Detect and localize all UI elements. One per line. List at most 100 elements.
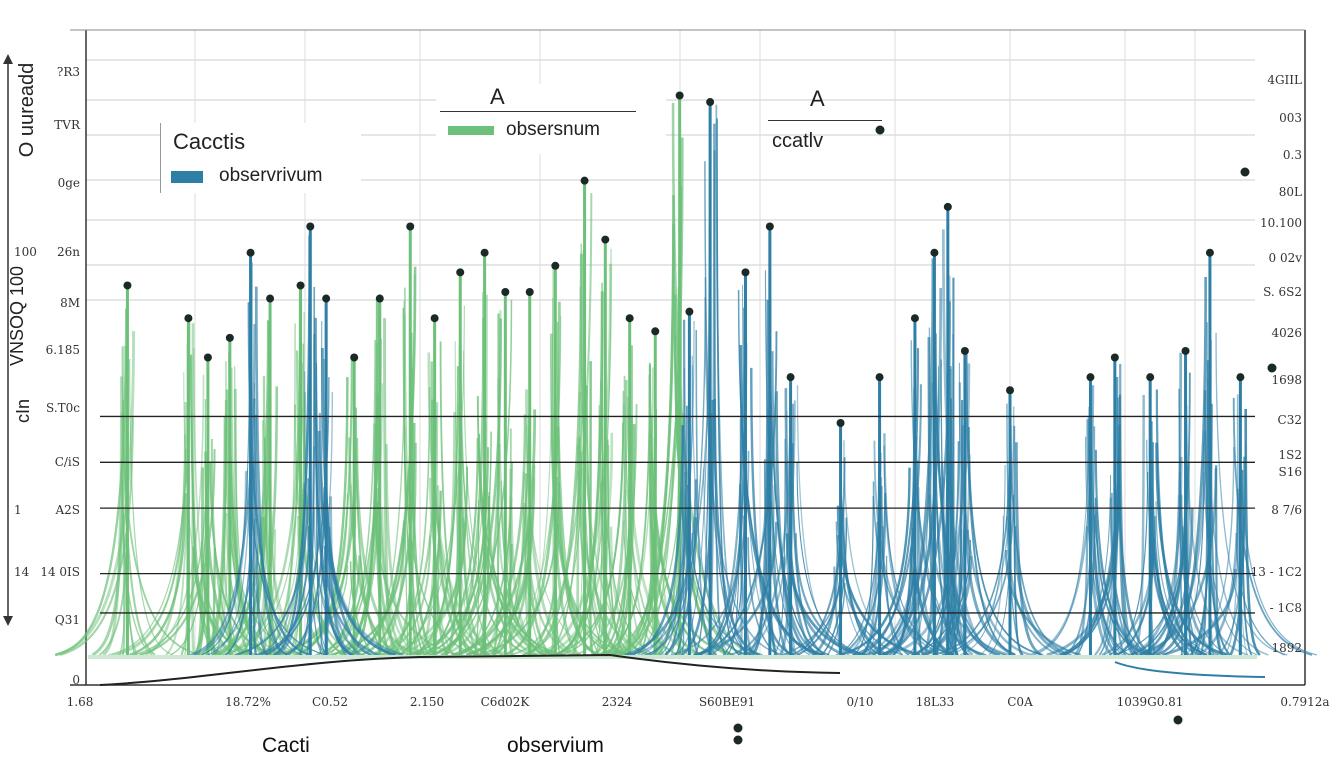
peak-marker (203, 353, 212, 362)
peak-marker (480, 248, 489, 257)
legend-center: A obsersnum (436, 84, 666, 154)
spike-stroke (201, 364, 250, 656)
spike-stroke (1218, 441, 1247, 656)
spike-stroke (704, 410, 771, 657)
x-tick-label: S60BE91 (699, 695, 755, 709)
peak-marker (786, 373, 795, 382)
legend-right-entry: ccatlv (772, 130, 824, 152)
spike-stroke (273, 235, 311, 657)
y-tick-label-left: 0ge (58, 176, 80, 190)
spike-1 (1046, 353, 1154, 657)
peak-marker (651, 327, 660, 336)
stray-marker (733, 723, 743, 733)
spike-stroke (673, 294, 734, 657)
peak-marker (501, 288, 510, 296)
y-tick-label-right: S. 6S2 (1263, 285, 1302, 299)
x-tick-label: 0.7912a (1280, 695, 1329, 709)
spike-stroke (674, 226, 710, 656)
spike-1 (255, 294, 405, 657)
spike-stroke (287, 391, 333, 656)
spike-stroke (319, 320, 323, 656)
peak-marker (741, 268, 750, 277)
spike-stroke (575, 404, 638, 656)
peak-marker (375, 294, 384, 303)
x-tick-label: 2324 (602, 695, 633, 709)
spike-stroke (1232, 397, 1313, 656)
spike-0 (200, 333, 304, 657)
x-tick-label: C6d02K (481, 695, 531, 709)
spike-stroke (916, 487, 950, 657)
peak-marker (456, 268, 465, 277)
peak-marker (930, 248, 939, 257)
stray-marker (875, 125, 885, 135)
y-tick-label-right: 1892 (1271, 641, 1302, 655)
spike-stroke (220, 358, 302, 657)
series-1 (189, 98, 1318, 657)
peak-marker (1110, 353, 1119, 362)
spike-1 (934, 386, 1081, 657)
peak-marker (960, 346, 969, 355)
peak-marker (306, 222, 315, 231)
spike-stroke (1161, 568, 1237, 657)
spike-stroke (225, 513, 264, 656)
spike-stroke (234, 478, 310, 656)
spike-stroke (191, 323, 196, 656)
spike-stroke (1033, 406, 1090, 656)
legend-center-title: A (490, 84, 505, 109)
peak-marker (625, 314, 634, 323)
spike-stroke (371, 521, 406, 657)
spike-stroke (949, 365, 974, 656)
spike-stroke (560, 248, 612, 656)
spike-stroke (256, 347, 311, 656)
spike-stroke (629, 425, 684, 657)
x-axis-label-cacti: Cacti (262, 734, 310, 757)
y-tick-label-left: ?R3 (57, 65, 80, 79)
spike-stroke (1014, 442, 1042, 657)
y-tick-label-left: 14 0IS (40, 565, 80, 579)
legend-center-swatch (448, 126, 494, 135)
spike-stroke (1096, 511, 1124, 656)
stray-marker (1240, 167, 1250, 177)
spike-stroke (315, 363, 327, 656)
spike-stroke (1150, 488, 1207, 656)
spike-stroke (129, 359, 173, 656)
peak-marker (296, 281, 305, 290)
spike-stroke (269, 392, 306, 656)
spike-stroke (318, 412, 395, 657)
legend-right-title: A (810, 86, 825, 111)
spike-0 (54, 281, 201, 657)
y-tick-label-right: 0.3 (1283, 148, 1302, 162)
peak-marker (406, 222, 415, 231)
x-tick-label: C0A (1007, 695, 1033, 709)
spike-1 (1101, 373, 1228, 657)
y-tick-label-left: 26n (57, 245, 80, 259)
y-tick-label-right: 4GIIL (1267, 73, 1302, 87)
peak-marker (1181, 346, 1190, 355)
y-tick-label-left: TVR (54, 118, 81, 132)
y-tick-label-right: 80L (1279, 185, 1302, 199)
y-tick-label-right: 8 7/6 (1271, 503, 1302, 517)
stray-marker (1173, 715, 1183, 725)
spike-stroke (920, 425, 964, 657)
spike-stroke (229, 367, 267, 657)
spike-stroke (624, 479, 698, 657)
peak-marker (246, 248, 255, 257)
spike-stroke (534, 263, 613, 657)
trend-curve (99, 653, 841, 686)
x-tick-label: C0.52 (312, 695, 348, 709)
spike-stroke (1235, 532, 1285, 656)
spike-stroke (680, 425, 685, 656)
legend-center-entry: obsersnum (506, 119, 600, 140)
spike-stroke (640, 321, 695, 656)
y-axis-label: O uureadd (16, 62, 38, 158)
y-tick-label-left: S.T0c (46, 401, 80, 415)
x-tick-label: 0/10 (847, 695, 874, 709)
x-tick-label: 18.72% (225, 695, 271, 709)
peak-marker (836, 419, 845, 427)
spike-stroke (321, 348, 372, 657)
spike-stroke (838, 499, 886, 656)
y-axis-side-number: 1 (14, 503, 22, 517)
spike-stroke (796, 462, 867, 656)
y-tick-label-left: 8M (60, 296, 80, 310)
spike-stroke (911, 441, 960, 656)
